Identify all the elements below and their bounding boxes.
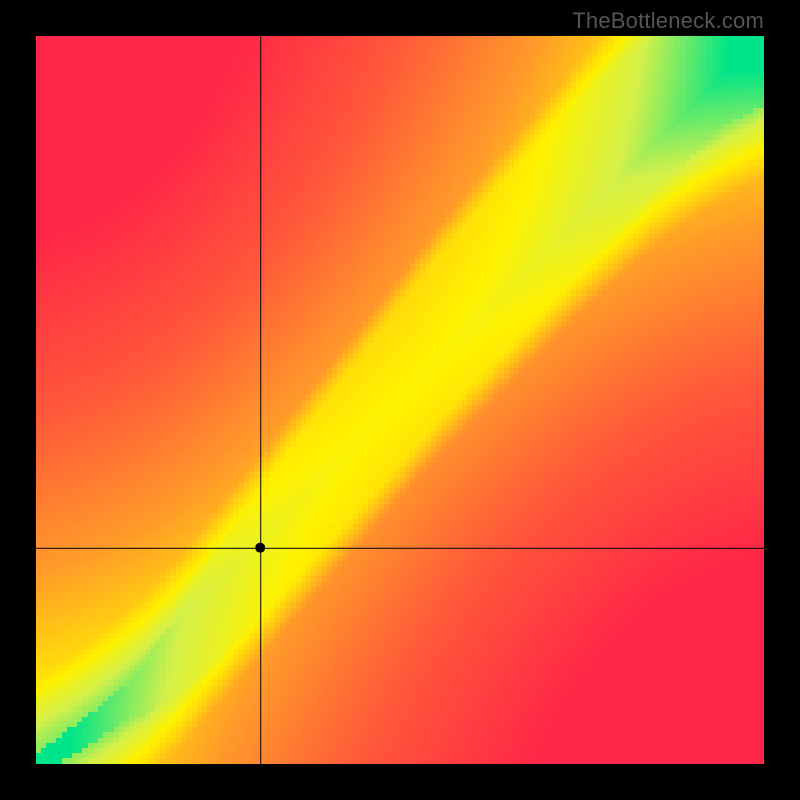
watermark-text: TheBottleneck.com bbox=[572, 8, 764, 34]
bottleneck-heatmap bbox=[36, 36, 764, 764]
heatmap-frame bbox=[36, 36, 764, 764]
